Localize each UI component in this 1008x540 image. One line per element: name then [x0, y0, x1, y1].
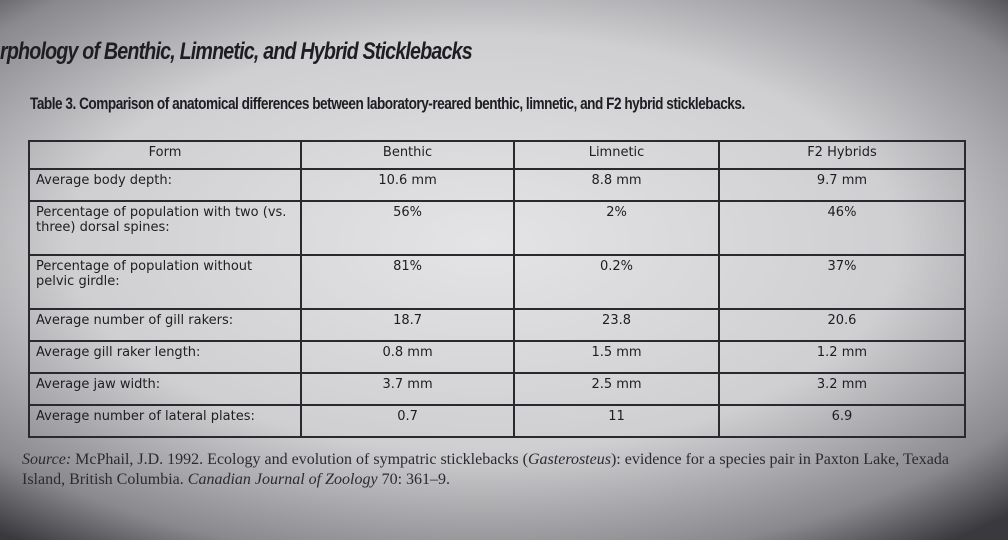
table-cell: 18.7: [299, 308, 516, 342]
table-cell: Percentage of population with two (vs. t…: [28, 200, 302, 256]
table-row: Average number of gill rakers: 18.7 23.8 20…: [28, 308, 967, 342]
table-cell: 0.2%: [513, 254, 720, 310]
table-row: Percentage of population without pelvic …: [28, 254, 967, 310]
table-cell: 3.2 mm: [717, 372, 967, 406]
table-row: Average jaw width: 3.7 mm 2.5 mm 3.2 mm: [28, 372, 967, 406]
table-cell: 0.7: [299, 404, 516, 438]
column-header: Benthic: [299, 140, 516, 170]
column-header: Form: [28, 140, 302, 170]
table-cell: 2%: [513, 200, 720, 256]
table-cell: 37%: [717, 254, 967, 310]
source-text: 70: 361–9.: [377, 471, 451, 488]
table-cell: Average number of gill rakers:: [28, 308, 302, 342]
column-header: Limnetic: [513, 140, 720, 170]
table-cell: Average number of lateral plates:: [28, 404, 302, 438]
table-cell: 0.8 mm: [299, 340, 516, 374]
caption: Table 3. Comparison of anatomical differ…: [30, 94, 745, 113]
source-text: McPhail, J.D. 1992. Ecology and evolutio…: [71, 451, 528, 468]
source-text: Gasterosteus: [527, 451, 611, 468]
table-cell: 6.9: [717, 404, 967, 438]
column-header: F2 Hybrids: [717, 140, 967, 170]
table-cell: Average jaw width:: [28, 372, 302, 406]
table-cell: 2.5 mm: [513, 372, 720, 406]
table-row: Average body depth: 10.6 mm 8.8 mm 9.7 mm: [28, 168, 967, 202]
table-cell: 46%: [717, 200, 967, 256]
source-text: Canadian Journal of Zoology: [187, 471, 378, 488]
table-cell: 1.5 mm: [513, 340, 720, 374]
table-cell: 8.8 mm: [513, 168, 720, 202]
source-text: Source:: [22, 451, 72, 468]
table-cell: 10.6 mm: [299, 168, 516, 202]
table-cell: 1.2 mm: [717, 340, 967, 374]
source-text: ): evidence for a species pair in Paxton…: [22, 451, 949, 488]
title: rphology of Benthic, Limnetic, and Hybri…: [0, 38, 473, 65]
table-cell: 56%: [299, 200, 516, 256]
table-cell: 9.7 mm: [717, 168, 967, 202]
table-cell: 11: [513, 404, 720, 438]
source-note: Source: McPhail, J.D. 1992. Ecology and …: [22, 450, 972, 490]
table-row: Average number of lateral plates: 0.7 11 6.…: [28, 404, 967, 438]
header-row: Form Benthic Limnetic F2 Hybrids: [28, 140, 967, 170]
table-row: Average gill raker length: 0.8 mm 1.5 mm 1.…: [28, 340, 967, 374]
table-cell: 81%: [299, 254, 516, 310]
table-cell: Average gill raker length:: [28, 340, 302, 374]
table-cell: Average body depth:: [28, 168, 302, 202]
table-cell: 3.7 mm: [299, 372, 516, 406]
table-cell: 23.8: [513, 308, 720, 342]
table-cell: Percentage of population without pelvic …: [28, 254, 302, 310]
table-row: Percentage of population with two (vs. t…: [28, 200, 967, 256]
table-cell: 20.6: [717, 308, 967, 342]
data-table: Form Benthic Limnetic F2 Hybrids Average bod…: [28, 140, 967, 438]
